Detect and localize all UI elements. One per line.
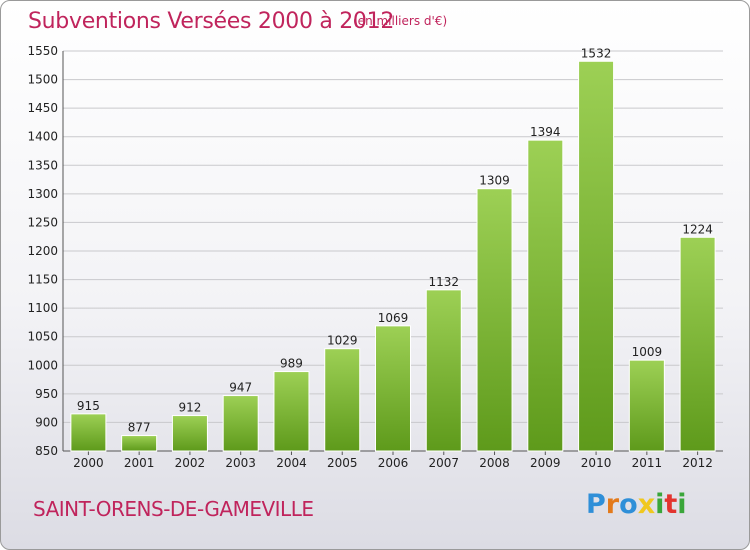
- y-tick-label: 1100: [27, 301, 58, 315]
- x-tick-label: 2001: [124, 456, 155, 470]
- logo-letter: r: [605, 489, 620, 520]
- commune-name: SAINT-ORENS-DE-GAMEVILLE: [33, 497, 314, 521]
- y-tick-label: 1350: [27, 158, 58, 172]
- x-tick-label: 2005: [327, 456, 358, 470]
- labels: 850 900 950 1000 1050 1100 1150 1200 1250 1300 135…: [27, 44, 712, 470]
- y-tick-label: 1000: [27, 358, 58, 372]
- data-label: 915: [77, 399, 100, 413]
- x-tick-label: 2000: [73, 456, 104, 470]
- x-tick-label: 2007: [428, 456, 459, 470]
- data-label: 877: [128, 421, 151, 435]
- data-label: 1069: [378, 311, 409, 325]
- logo-letter: t: [664, 489, 678, 520]
- data-label: 1394: [530, 125, 561, 139]
- y-tick-label: 1400: [27, 130, 58, 144]
- chart-title: Subventions Versées 2000 à 2012: [28, 9, 395, 34]
- bar-2009: [527, 139, 564, 452]
- bar-2003: [222, 395, 259, 452]
- data-label: 1132: [428, 275, 459, 289]
- y-tick-label: 1250: [27, 215, 58, 229]
- y-tick-label: 1500: [27, 73, 58, 87]
- bar-2008: [476, 188, 513, 452]
- y-tick-label: 1450: [27, 101, 58, 115]
- logo-letter: i: [677, 489, 687, 520]
- y-tick-label: 1200: [27, 244, 58, 258]
- x-tick-label: 2002: [175, 456, 206, 470]
- bar-2000: [70, 413, 107, 452]
- data-label: 1009: [632, 345, 663, 359]
- y-tick-label: 850: [35, 444, 58, 458]
- bar-2007: [425, 289, 462, 452]
- bar-2010: [578, 60, 615, 452]
- data-label: 1532: [581, 46, 612, 60]
- bar-2012: [679, 236, 716, 452]
- x-tick-label: 2010: [581, 456, 612, 470]
- logo-letter: i: [655, 489, 665, 520]
- bar-2005: [324, 348, 361, 452]
- x-tick-label: 2004: [276, 456, 307, 470]
- y-tick-label: 1150: [27, 273, 58, 287]
- data-label: 912: [178, 401, 201, 415]
- y-tick-label: 900: [35, 415, 58, 429]
- x-tick-label: 2012: [682, 456, 713, 470]
- logo-letter: o: [619, 489, 638, 520]
- logo-letter: x: [637, 489, 656, 520]
- y-tick-label: 1050: [27, 330, 58, 344]
- data-label: 1029: [327, 334, 358, 348]
- x-tick-label: 2011: [632, 456, 663, 470]
- data-label: 1309: [479, 174, 510, 188]
- bar-2006: [375, 325, 411, 452]
- data-label: 1224: [682, 222, 713, 236]
- x-tick-label: 2003: [225, 456, 256, 470]
- data-label: 989: [280, 357, 303, 371]
- y-tick-label: 1300: [27, 187, 58, 201]
- bar-2002: [171, 415, 208, 452]
- bar-2001: [121, 435, 158, 452]
- logo-letter: P: [586, 489, 606, 520]
- y-tick-label: 1550: [27, 44, 58, 58]
- bar-2011: [628, 359, 665, 452]
- proxiti-logo: Proxiti: [586, 489, 687, 520]
- x-tick-label: 2009: [530, 456, 561, 470]
- chart-unit: (en milliers d'€): [353, 14, 448, 28]
- bars: [70, 60, 716, 452]
- data-label: 947: [229, 381, 252, 395]
- y-tick-label: 950: [35, 387, 58, 401]
- bar-2004: [273, 371, 310, 452]
- x-tick-label: 2008: [479, 456, 510, 470]
- x-tick-label: 2006: [378, 456, 409, 470]
